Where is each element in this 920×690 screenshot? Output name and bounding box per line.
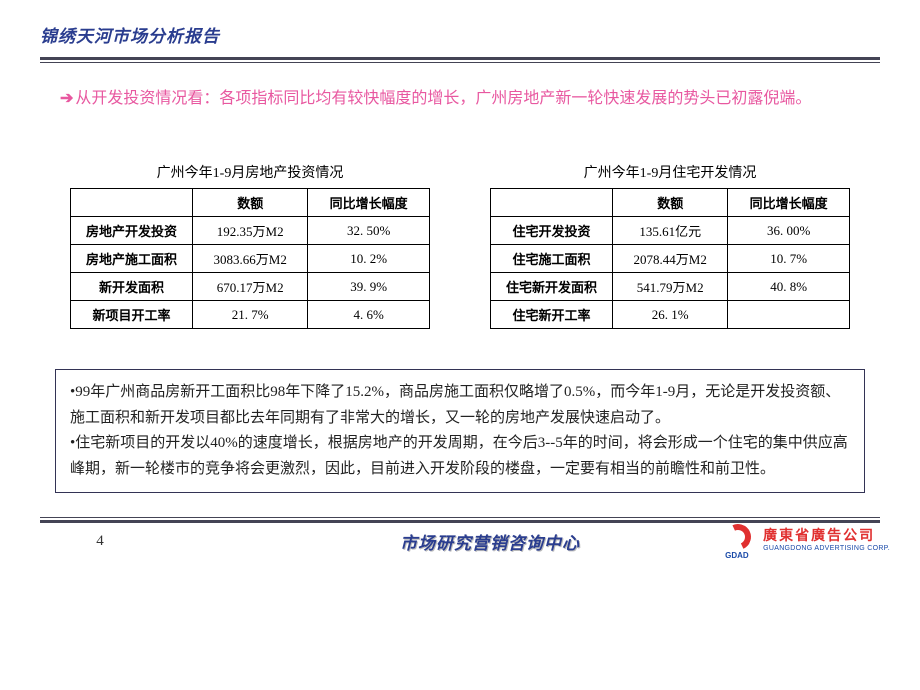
table-cell: 2078.44万M2 [613, 245, 728, 273]
table-row: 新项目开工率 21. 7% 4. 6% [71, 301, 430, 329]
table-row: 新开发面积 670.17万M2 39. 9% [71, 273, 430, 301]
table-cell: 32. 50% [308, 217, 430, 245]
intro-text: 从开发投资情况看：各项指标同比均有较快幅度的增长，广州房地产新一轮快速发展的势头… [75, 90, 811, 107]
note-paragraph-1: •99年广州商品房新开工面积比98年下降了15.2%，商品房施工面积仅略增了0.… [70, 380, 850, 431]
table-row: 房地产开发投资 192.35万M2 32. 50% [71, 217, 430, 245]
footer-rule-thin [40, 517, 880, 518]
table-row: 住宅新开发面积 541.79万M2 40. 8% [491, 273, 850, 301]
page-title: 锦绣天河市场分析报告 [40, 22, 880, 47]
table-header-cell: 同比增长幅度 [308, 189, 430, 217]
table-row: 住宅新开工率 26. 1% [491, 301, 850, 329]
table-row: 住宅开发投资 135.61亿元 36. 00% [491, 217, 850, 245]
table-right-title: 广州今年1-9月住宅开发情况 [490, 162, 850, 182]
logo-chinese: 廣東省廣告公司 [763, 530, 890, 544]
table-cell: 3083.66万M2 [193, 245, 308, 273]
table-cell: 10. 2% [308, 245, 430, 273]
logo-english: GUANGDONG ADVERTISING CORP. [763, 545, 890, 552]
table-cell: 新项目开工率 [71, 301, 193, 329]
table-left-block: 广州今年1-9月房地产投资情况 数额 同比增长幅度 房地产开发投资 192.35… [70, 162, 430, 329]
table-header-cell: 数额 [193, 189, 308, 217]
housing-table: 数额 同比增长幅度 住宅开发投资 135.61亿元 36. 00% 住宅施工面积… [490, 188, 850, 329]
table-cell: 住宅施工面积 [491, 245, 613, 273]
table-cell: 192.35万M2 [193, 217, 308, 245]
table-cell [728, 301, 850, 329]
table-cell: 新开发面积 [71, 273, 193, 301]
table-cell: 26. 1% [613, 301, 728, 329]
table-cell: 40. 8% [728, 273, 850, 301]
header-rule-thick [40, 57, 880, 60]
table-cell: 住宅新开发面积 [491, 273, 613, 301]
investment-table: 数额 同比增长幅度 房地产开发投资 192.35万M2 32. 50% 房地产施… [70, 188, 430, 329]
table-cell: 135.61亿元 [613, 217, 728, 245]
table-row: 数额 同比增长幅度 [71, 189, 430, 217]
table-cell: 36. 00% [728, 217, 850, 245]
table-cell: 39. 9% [308, 273, 430, 301]
footer: 4 市场研究营销咨询中心 GDAD 廣東省廣告公司 GUANGDONG ADVE… [0, 523, 920, 554]
table-cell: 房地产开发投资 [71, 217, 193, 245]
table-header-cell [491, 189, 613, 217]
header: 锦绣天河市场分析报告 [0, 0, 920, 53]
note-paragraph-2: •住宅新项目的开发以40%的速度增长，根据房地产的开发周期，在今后3--5年的时… [70, 431, 850, 482]
table-cell: 21. 7% [193, 301, 308, 329]
table-cell: 541.79万M2 [613, 273, 728, 301]
intro-paragraph: ➔从开发投资情况看：各项指标同比均有较快幅度的增长，广州房地产新一轮快速发展的势… [0, 63, 920, 112]
table-cell: 房地产施工面积 [71, 245, 193, 273]
company-logo: GDAD 廣東省廣告公司 GUANGDONG ADVERTISING CORP. [723, 524, 890, 558]
table-cell: 住宅新开工率 [491, 301, 613, 329]
notes-box: •99年广州商品房新开工面积比98年下降了15.2%，商品房施工面积仅略增了0.… [55, 369, 865, 493]
logo-abbr: GDAD [725, 551, 749, 560]
table-row: 房地产施工面积 3083.66万M2 10. 2% [71, 245, 430, 273]
table-cell: 住宅开发投资 [491, 217, 613, 245]
table-cell: 10. 7% [728, 245, 850, 273]
tables-container: 广州今年1-9月房地产投资情况 数额 同比增长幅度 房地产开发投资 192.35… [0, 112, 920, 329]
logo-mark-icon: GDAD [723, 524, 757, 558]
logo-text: 廣東省廣告公司 GUANGDONG ADVERTISING CORP. [763, 530, 890, 552]
table-row: 住宅施工面积 2078.44万M2 10. 7% [491, 245, 850, 273]
table-row: 数额 同比增长幅度 [491, 189, 850, 217]
table-right-block: 广州今年1-9月住宅开发情况 数额 同比增长幅度 住宅开发投资 135.61亿元… [490, 162, 850, 329]
table-cell: 4. 6% [308, 301, 430, 329]
table-header-cell: 同比增长幅度 [728, 189, 850, 217]
table-cell: 670.17万M2 [193, 273, 308, 301]
table-header-cell [71, 189, 193, 217]
table-left-title: 广州今年1-9月房地产投资情况 [70, 162, 430, 182]
arrow-icon: ➔ [60, 90, 73, 107]
table-header-cell: 数额 [613, 189, 728, 217]
